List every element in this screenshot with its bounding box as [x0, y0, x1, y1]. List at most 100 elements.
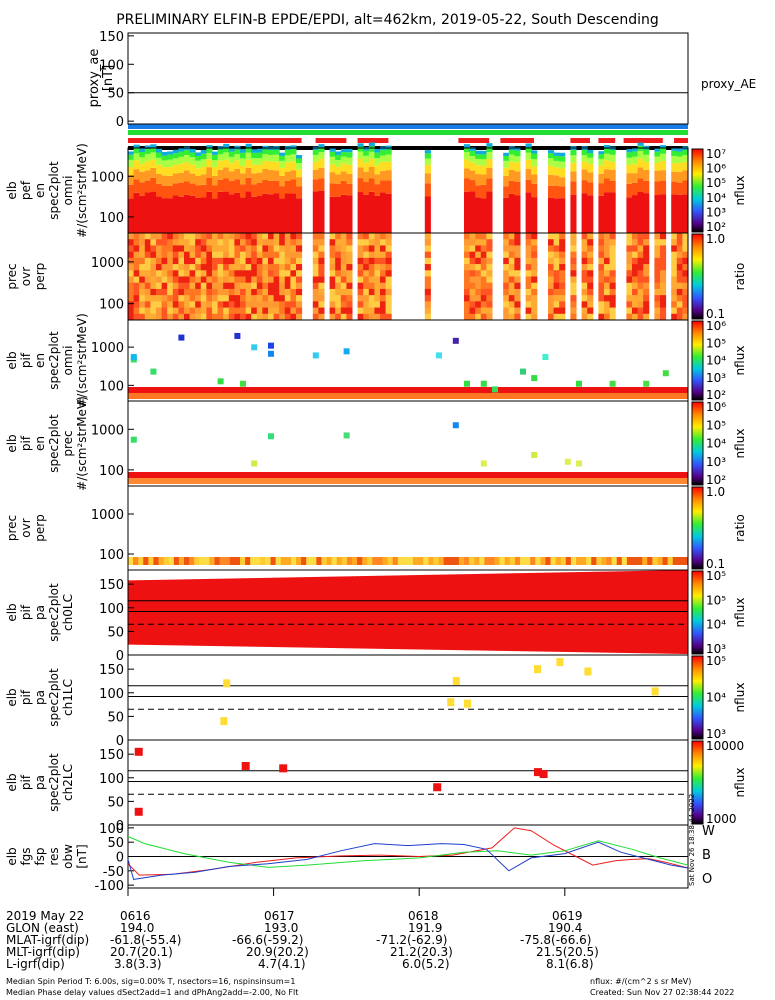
- spectrogram-cell: [380, 150, 387, 156]
- ratio-cell: [654, 313, 661, 321]
- spectrogram-cell: [632, 163, 639, 174]
- ratio-cell: [206, 239, 213, 246]
- spectrogram-cell: [150, 191, 157, 233]
- spectrogram-cell: [128, 184, 135, 199]
- pa-spectrogram-cell: [408, 575, 413, 650]
- ratio-cell: [144, 307, 151, 315]
- colorbar-tick-label: 10⁴: [706, 437, 726, 451]
- ratio-cell: [290, 245, 297, 253]
- spectrogram-cell: [251, 164, 258, 174]
- spectrogram-cell: [671, 181, 678, 195]
- footer-nflux-units: nflux: #/(cm^2 s sr MeV): [590, 977, 692, 986]
- pa-spectrogram-cell: [260, 577, 265, 647]
- ratio-cell: [660, 307, 667, 315]
- ratio-cell: [424, 313, 431, 321]
- pa-spectrogram-cell: [388, 575, 393, 649]
- ratio-cell: [660, 301, 667, 309]
- spectrogram-cell: [172, 183, 179, 196]
- y-tick-label: 100: [99, 548, 124, 563]
- ratio-cell: [424, 301, 431, 309]
- ratio-cell: [212, 270, 219, 277]
- pa-spectrogram-cell: [648, 570, 653, 654]
- spectrogram-cell: [156, 152, 163, 158]
- pa-data-point: [223, 679, 231, 688]
- spectrogram-cell: [570, 149, 577, 156]
- spectrogram-cell: [637, 191, 644, 233]
- spectrogram-cell: [508, 193, 515, 233]
- ratio-cell: [525, 288, 532, 296]
- spectrogram-cell: [598, 158, 605, 166]
- ratio-cell: [212, 245, 219, 253]
- spectrogram-cell: [374, 184, 381, 196]
- spectrogram-cell: [178, 183, 185, 197]
- pa-spectrogram-cell: [468, 574, 473, 651]
- ratio-cell: [296, 233, 303, 240]
- ratio-cell: [251, 301, 258, 309]
- ratio-cell: [475, 313, 482, 321]
- spectrogram-cell: [581, 180, 588, 194]
- ratio-cell: [206, 295, 213, 302]
- footer-note-1: Median Spin Period T: 6.00s, sig=0.00% T…: [6, 977, 296, 986]
- spectrogram-cell: [503, 175, 510, 187]
- ratio-cell: [553, 295, 560, 302]
- ratio-cell: [273, 257, 280, 265]
- ratio-cell: [357, 264, 364, 271]
- ratio-cell: [184, 264, 191, 271]
- ratio-cell: [335, 270, 342, 277]
- spectrogram-cell: [156, 148, 163, 153]
- y-axis-label: perp: [33, 514, 47, 542]
- spectrogram-cell: [251, 152, 258, 159]
- ratio-cell: [156, 282, 163, 290]
- ratio-cell: [150, 251, 157, 259]
- spectrogram-cell: [346, 164, 353, 175]
- ratio-cell: [167, 282, 174, 290]
- ratio-cell: [284, 313, 291, 321]
- ratio-cell: [212, 307, 219, 315]
- pa-spectrogram-cell: [304, 577, 309, 648]
- ratio-cell: [525, 245, 532, 253]
- scatter-cell: [312, 352, 319, 359]
- ratio-cell: [217, 245, 224, 253]
- ratio-cell: [587, 307, 594, 315]
- y-tick-label: 1000: [91, 341, 124, 356]
- pa-spectrogram-cell: [280, 577, 285, 648]
- spectrogram-cell: [559, 186, 566, 199]
- ratio-cell: [318, 282, 325, 290]
- ratio-cell: [587, 257, 594, 265]
- ratio-cell: [161, 288, 168, 296]
- ratio-cell: [677, 557, 684, 565]
- spectrogram-cell: [268, 194, 275, 233]
- ratio-cell: [184, 301, 191, 309]
- spectrogram-cell: [604, 192, 611, 233]
- ratio-cell: [464, 264, 471, 271]
- ratio-cell: [144, 313, 151, 321]
- ratio-cell: [318, 301, 325, 309]
- ratio-cell: [553, 282, 560, 290]
- colorbar-tick-label: 10⁴: [706, 354, 726, 368]
- ratio-cell: [161, 264, 168, 271]
- ratio-cell: [531, 264, 538, 271]
- spectrogram-cell: [671, 155, 678, 164]
- ratio-cell: [385, 245, 392, 253]
- ratio-cell: [178, 257, 185, 265]
- ratio-cell: [144, 239, 151, 246]
- ratio-cell: [637, 295, 644, 302]
- ratio-cell: [290, 233, 297, 240]
- ratio-cell: [296, 245, 303, 253]
- ratio-cell: [273, 276, 280, 284]
- ratio-cell: [318, 276, 325, 284]
- ratio-cell: [581, 233, 588, 240]
- colorbar-tick-label: 10⁶: [706, 400, 726, 414]
- ratio-cell: [133, 301, 140, 309]
- ratio-cell: [486, 301, 493, 309]
- y-axis-label: ch2LC: [61, 764, 75, 801]
- ratio-cell: [531, 276, 538, 284]
- y-axis-label: #/(scm²strMeV): [75, 396, 89, 491]
- ratio-cell: [604, 295, 611, 302]
- ratio-cell: [178, 295, 185, 302]
- spectrogram-cell: [161, 160, 168, 168]
- footer-col0-mlat: -61.8(-55.4): [110, 933, 182, 947]
- y-tick-label: 50: [107, 87, 124, 102]
- ratio-cell: [172, 233, 179, 240]
- spectrogram-cell: [632, 147, 639, 152]
